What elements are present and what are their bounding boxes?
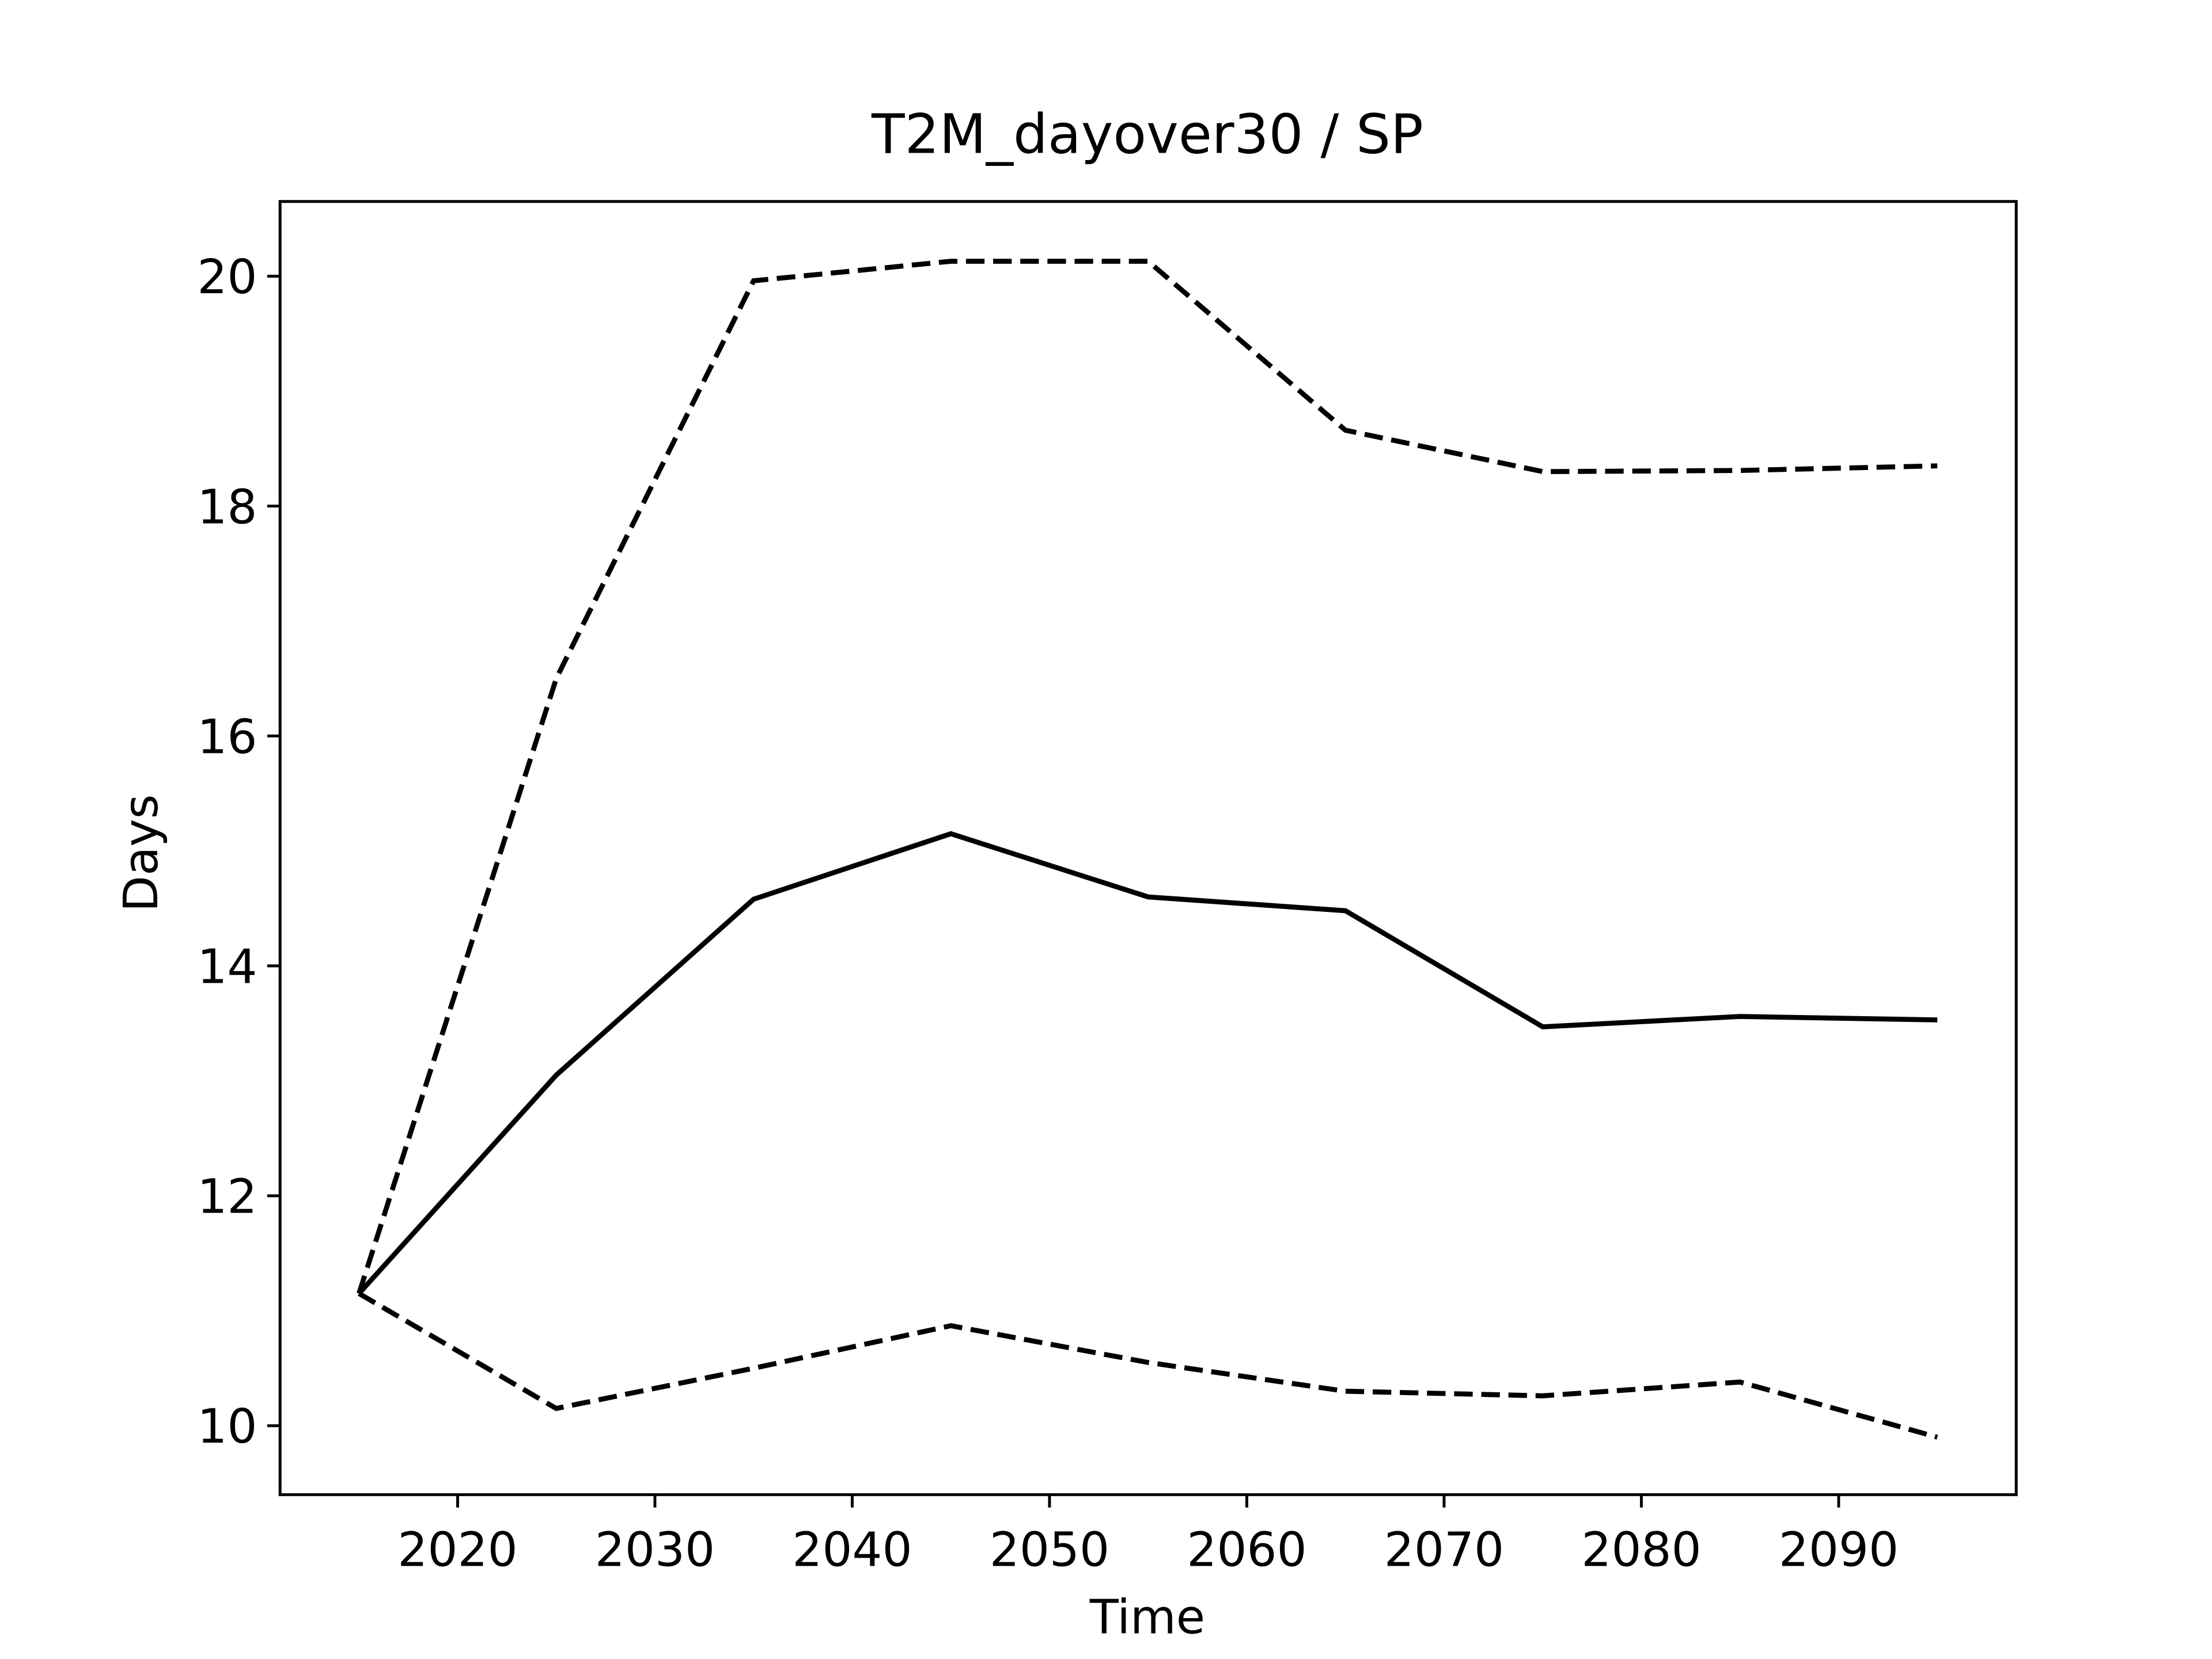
plot-frame bbox=[278, 200, 2018, 1497]
x-tick-label: 2020 bbox=[397, 1523, 517, 1578]
x-tick-label: 2060 bbox=[1187, 1523, 1306, 1578]
x-tick-label: 2090 bbox=[1779, 1523, 1899, 1578]
y-tick-label: 14 bbox=[197, 940, 257, 995]
y-axis-label: Days bbox=[114, 794, 169, 912]
x-axis-label: Time bbox=[1089, 1590, 1205, 1645]
x-tick-label: 2050 bbox=[990, 1523, 1109, 1578]
y-tick-label: 20 bbox=[197, 250, 257, 305]
x-tick-label: 2070 bbox=[1384, 1523, 1504, 1578]
y-tick-label: 12 bbox=[197, 1170, 257, 1225]
chart-title: T2M_dayover30 / SP bbox=[871, 103, 1423, 166]
data-line bbox=[357, 831, 1938, 1296]
y-tick-label: 16 bbox=[197, 710, 257, 764]
data-line bbox=[357, 259, 1938, 1294]
x-tick-label: 2030 bbox=[595, 1523, 715, 1578]
y-tick-label: 10 bbox=[197, 1400, 257, 1455]
x-tick-label: 2040 bbox=[792, 1523, 912, 1578]
x-tick-label: 2080 bbox=[1581, 1523, 1701, 1578]
data-line bbox=[358, 1291, 1938, 1440]
y-tick-label: 18 bbox=[197, 480, 257, 535]
